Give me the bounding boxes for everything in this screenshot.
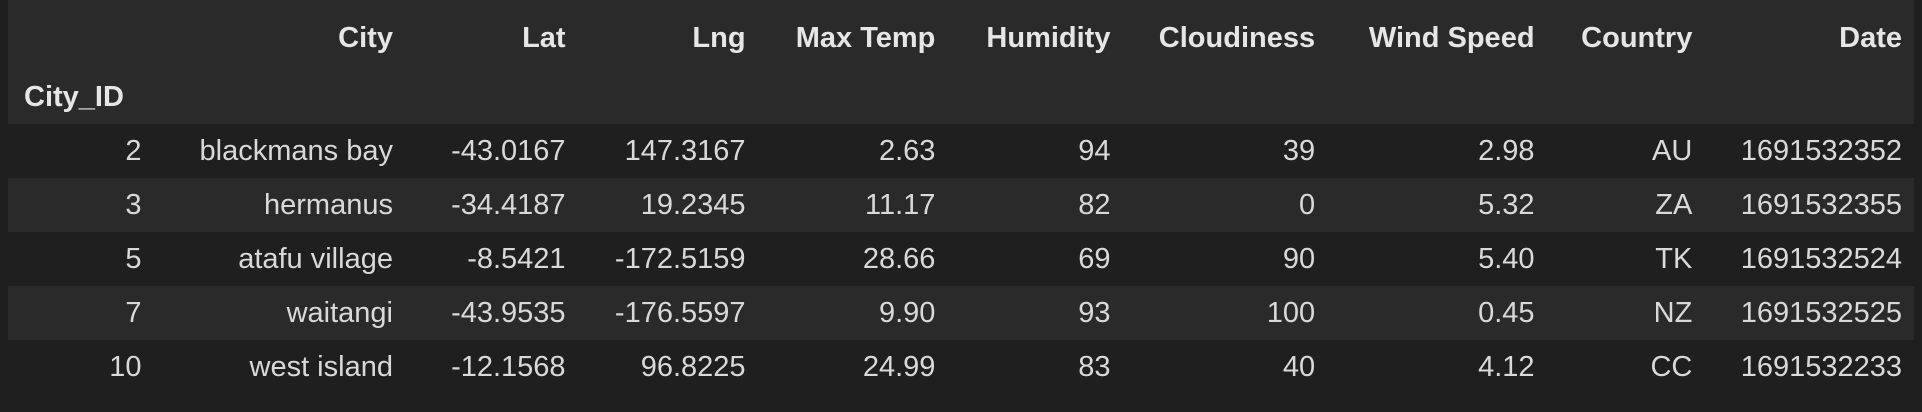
cell-date: 1691532355 <box>1704 178 1914 232</box>
cell-lng: 96.8225 <box>577 340 758 394</box>
cell-lat: -12.1568 <box>404 340 578 394</box>
row-index: 3 <box>8 178 154 232</box>
cell-wind-speed: 5.40 <box>1327 232 1547 286</box>
cell-cloudiness: 100 <box>1122 286 1328 340</box>
cell-max-temp: 2.63 <box>757 124 948 178</box>
cell-city: atafu village <box>153 232 405 286</box>
cell-humidity: 93 <box>947 286 1123 340</box>
column-header: City <box>153 0 405 76</box>
column-header: Date <box>1704 0 1914 76</box>
cell-max-temp: 9.90 <box>757 286 948 340</box>
cell-wind-speed: 2.98 <box>1327 124 1547 178</box>
column-header: Lng <box>577 0 758 76</box>
row-index: 2 <box>8 124 154 178</box>
cell-city: waitangi <box>153 286 405 340</box>
table-row: 7 waitangi -43.9535 -176.5597 9.90 93 10… <box>8 286 1914 340</box>
column-header: Lat <box>404 0 578 76</box>
cell-humidity: 69 <box>947 232 1123 286</box>
column-header: Cloudiness <box>1122 0 1328 76</box>
cell-country: ZA <box>1546 178 1705 232</box>
index-header-blank <box>757 76 948 124</box>
cell-humidity: 94 <box>947 124 1123 178</box>
cell-city: blackmans bay <box>153 124 405 178</box>
table-row: 5 atafu village -8.5421 -172.5159 28.66 … <box>8 232 1914 286</box>
index-header-row: City_ID <box>8 76 1914 124</box>
table-row: 2 blackmans bay -43.0167 147.3167 2.63 9… <box>8 124 1914 178</box>
cell-wind-speed: 5.32 <box>1327 178 1547 232</box>
column-header: Humidity <box>947 0 1123 76</box>
cell-wind-speed: 4.12 <box>1327 340 1547 394</box>
cell-lng: 147.3167 <box>577 124 758 178</box>
cell-humidity: 82 <box>947 178 1123 232</box>
cell-country: CC <box>1546 340 1705 394</box>
index-header-blank <box>1546 76 1705 124</box>
dataframe-output: City Lat Lng Max Temp Humidity Cloudines… <box>8 0 1914 412</box>
cell-cloudiness: 40 <box>1122 340 1328 394</box>
cell-lng: -176.5597 <box>577 286 758 340</box>
cell-lat: -43.0167 <box>404 124 578 178</box>
cell-lng: 19.2345 <box>577 178 758 232</box>
cell-date: 1691532233 <box>1704 340 1914 394</box>
cell-date: 1691532525 <box>1704 286 1914 340</box>
cell-date: 1691532524 <box>1704 232 1914 286</box>
index-header-blank <box>577 76 758 124</box>
index-header-blank <box>153 76 405 124</box>
row-index: 10 <box>8 340 154 394</box>
cell-wind-speed: 0.45 <box>1327 286 1547 340</box>
cell-cloudiness: 90 <box>1122 232 1328 286</box>
cell-lat: -34.4187 <box>404 178 578 232</box>
cell-lng: -172.5159 <box>577 232 758 286</box>
cell-lat: -43.9535 <box>404 286 578 340</box>
index-header-blank <box>1122 76 1328 124</box>
cell-cloudiness: 39 <box>1122 124 1328 178</box>
table-row: 10 west island -12.1568 96.8225 24.99 83… <box>8 340 1914 394</box>
index-header-blank <box>1327 76 1547 124</box>
cell-max-temp: 28.66 <box>757 232 948 286</box>
cell-max-temp: 24.99 <box>757 340 948 394</box>
row-index: 7 <box>8 286 154 340</box>
column-header: Country <box>1546 0 1705 76</box>
table-row: 3 hermanus -34.4187 19.2345 11.17 82 0 5… <box>8 178 1914 232</box>
cell-lat: -8.5421 <box>404 232 578 286</box>
column-header-row: City Lat Lng Max Temp Humidity Cloudines… <box>8 0 1914 76</box>
cell-date: 1691532352 <box>1704 124 1914 178</box>
cell-cloudiness: 0 <box>1122 178 1328 232</box>
index-header-blank <box>404 76 578 124</box>
row-index: 5 <box>8 232 154 286</box>
cell-max-temp: 11.17 <box>757 178 948 232</box>
column-header: Max Temp <box>757 0 948 76</box>
cell-city: hermanus <box>153 178 405 232</box>
index-header-blank <box>947 76 1123 124</box>
dataframe-table: City Lat Lng Max Temp Humidity Cloudines… <box>8 0 1914 394</box>
cell-country: TK <box>1546 232 1705 286</box>
index-header-blank <box>1704 76 1914 124</box>
column-header-blank <box>8 0 154 76</box>
cell-city: west island <box>153 340 405 394</box>
column-header: Wind Speed <box>1327 0 1547 76</box>
cell-country: AU <box>1546 124 1705 178</box>
index-name: City_ID <box>8 76 154 124</box>
cell-country: NZ <box>1546 286 1705 340</box>
cell-humidity: 83 <box>947 340 1123 394</box>
